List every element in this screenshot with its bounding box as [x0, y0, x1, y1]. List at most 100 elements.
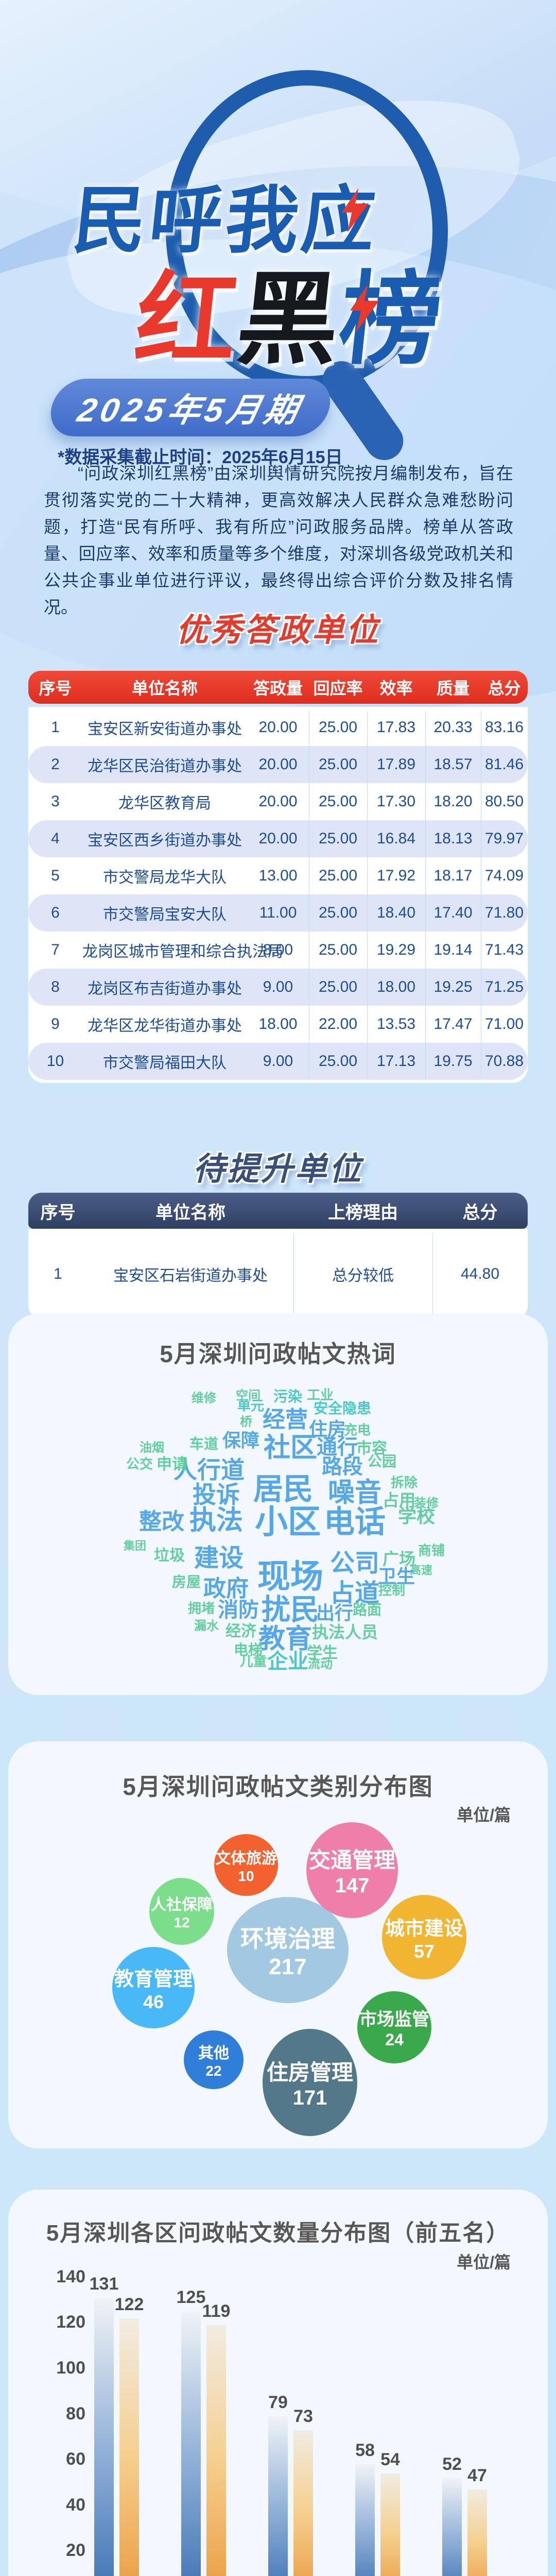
wordcloud-word: 路段 [322, 1455, 363, 1478]
data-cutoff-note: *数据采集截止时间：2025年6月15日 [58, 448, 343, 467]
table-cell: 2 [51, 756, 60, 773]
table-cell: 8.00 [263, 941, 293, 958]
bar-value: 122 [114, 2295, 144, 2314]
wordcloud-word: 公司 [329, 1550, 380, 1577]
lightning-icon [342, 188, 369, 233]
table-cell: 16.84 [376, 830, 416, 847]
table-cell: 81.46 [484, 756, 524, 773]
table-cell: 25.00 [318, 719, 358, 736]
wordcloud-word: 流动 [308, 1657, 333, 1671]
table-cell: 宝安区石岩街道办事处 [113, 1267, 268, 1284]
table-cell: 20.00 [258, 830, 298, 847]
table-cell: 总分较低 [332, 1267, 394, 1284]
table-cell: 25.00 [318, 978, 358, 995]
district-bar-chart-title: 5月深圳各区问政帖文数量分布图（前五名） [46, 2221, 510, 2246]
y-axis-tick: 120 [56, 2312, 85, 2332]
bar-及时回应帖文数量 [119, 2318, 139, 2576]
excellent-table-body: 1 宝安区新安街道办事处 20.00 25.00 17.83 20.33 83.16 2 龙华区… [28, 707, 528, 1083]
table-cell: 20.00 [258, 719, 298, 736]
table-cell: 龙岗区布吉街道办事处 [88, 980, 242, 997]
bubble-label: 文体旅游 [215, 1850, 277, 1867]
table-cell: 25.00 [318, 941, 358, 958]
table-cell: 宝安区新安街道办事处 [88, 721, 242, 738]
bubble-chart-unit: 单位/篇 [457, 1806, 511, 1824]
bar-问政帖文数量 [94, 2298, 114, 2576]
column-header: 回应率 [313, 679, 363, 698]
wordcloud-word: 申请 [157, 1456, 187, 1473]
table-cell: 8 [51, 978, 60, 995]
table-cell: 9.00 [263, 978, 293, 995]
bar-及时回应帖文数量 [467, 2489, 487, 2576]
section-title-excellent: 优秀答政单位 [176, 613, 380, 648]
wordcloud-word: 执法 [189, 1505, 244, 1536]
table-row: 4 宝安区西乡街道办事处 20.00 25.00 16.84 18.13 79.97 [28, 820, 528, 857]
table-cell: 25.00 [318, 793, 358, 810]
title-char-red: 红 [130, 263, 244, 376]
table-cell: 1 [54, 1265, 62, 1282]
table-cell: 19.29 [376, 941, 416, 958]
table-row: 1 宝安区石岩街道办事处 总分较低 44.80 [28, 1234, 528, 1314]
table-cell: 10 [46, 1053, 64, 1070]
table-cell: 25.00 [318, 867, 358, 884]
bubble-label: 环境治理 [240, 1925, 335, 1952]
bubble: 环境治理 217 [227, 1897, 349, 2003]
issue-label: 2025年5月期 [74, 392, 306, 429]
wordcloud-word: 电话 [324, 1504, 386, 1539]
bar-value: 73 [293, 2406, 313, 2426]
bar-value: 47 [467, 2466, 487, 2485]
wordcloud-word: 公园 [367, 1453, 397, 1469]
column-header: 总分 [488, 679, 521, 698]
table-cell: 18.17 [433, 867, 473, 884]
wordcloud-word: 房屋 [171, 1574, 201, 1590]
wordcloud-word: 垃圾 [154, 1547, 185, 1564]
y-axis-tick: 100 [56, 2358, 85, 2378]
bar-及时回应帖文数量 [206, 2325, 226, 2576]
district-bar-chart: 140120100806040200131122宝安区125119龙华区7973… [8, 2190, 548, 2576]
bar-value: 54 [380, 2450, 400, 2469]
table-cell: 17.83 [376, 719, 416, 736]
wordcloud-word: 卫生 [377, 1566, 415, 1587]
table-cell: 19.75 [433, 1053, 473, 1070]
column-header: 总分 [462, 1202, 498, 1223]
table-cell: 17.40 [433, 904, 473, 921]
bubble-label: 教育管理 [114, 1968, 193, 1990]
table-cell: 18.40 [376, 904, 416, 921]
table-cell: 80.50 [484, 793, 524, 810]
bubble-label: 市场监管 [359, 2010, 429, 2029]
wordcloud-word: 学生 [307, 1645, 338, 1662]
wordcloud-word: 人行道 [173, 1456, 245, 1483]
wordcloud-word: 投诉 [193, 1481, 240, 1508]
wordcloud-word: 充电 [343, 1422, 371, 1438]
bubble-label: 其他 [198, 2045, 229, 2062]
wordcloud-word: 儿童 [239, 1653, 267, 1669]
y-axis-tick: 60 [66, 2449, 85, 2469]
wordcloud-word: 教育 [258, 1624, 312, 1654]
column-header: 序号 [39, 679, 72, 698]
wordcloud-word: 居民 [253, 1472, 314, 1506]
wordcloud-word: 企业 [267, 1650, 308, 1673]
table-cell: 17.47 [433, 1015, 473, 1032]
column-header: 答政量 [253, 679, 303, 698]
wordcloud-word: 社区 [263, 1433, 318, 1463]
column-header: 上榜理由 [328, 1202, 398, 1223]
table-row: 1 宝安区新安街道办事处 20.00 25.00 17.83 20.33 83.16 [28, 709, 528, 746]
table-cell: 20.00 [258, 793, 298, 810]
bubble-label: 城市建设 [385, 1918, 463, 1940]
bubble-chart: 环境治理 217 文体旅游 10 交通管理 147 人社保障 12 城市建设 57 教育管理 46 市场… [8, 1741, 548, 2148]
table-cell: 龙华区民治街道办事处 [88, 758, 242, 775]
wordcloud-word: 占用 [382, 1491, 416, 1510]
wordcloud-word: 油烟 [140, 1440, 164, 1455]
wordcloud-word: 市容 [356, 1440, 387, 1457]
bar-value: 125 [176, 2287, 206, 2307]
table-cell: 市交警局龙华大队 [103, 869, 227, 886]
bubble: 教育管理 46 [112, 1947, 195, 2028]
wordcloud-word: 装修 [414, 1496, 439, 1511]
table-cell: 74.09 [484, 867, 524, 884]
wordcloud-word: 小区 [255, 1503, 321, 1540]
table-row: 6 市交警局宝安大队 11.00 25.00 18.40 17.40 71.80 [28, 894, 528, 931]
table-cell: 18.57 [433, 756, 473, 773]
bubble: 住房管理 171 [263, 2029, 357, 2136]
table-cell: 71.80 [484, 904, 524, 921]
column-separator [432, 1233, 433, 1315]
